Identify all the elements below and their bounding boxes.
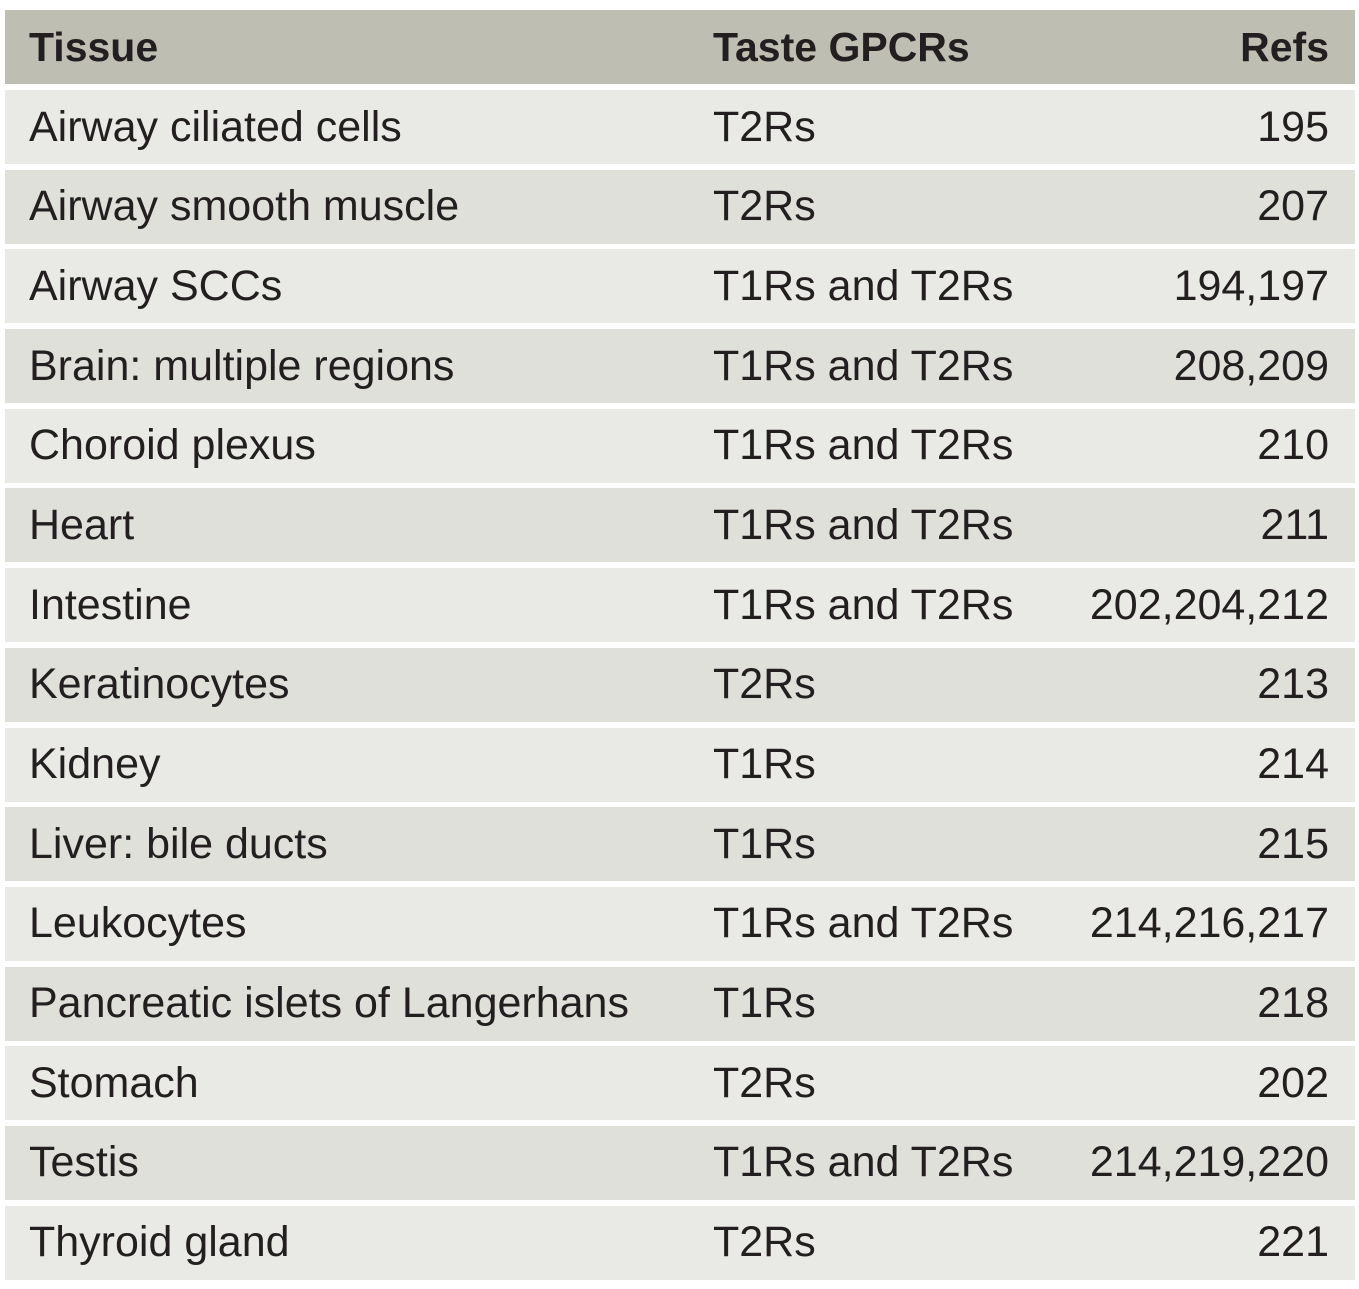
table-row: Leukocytes T1Rs and T2Rs 214,216,217 <box>5 886 1355 961</box>
taste-gpcrs-cell: T2Rs <box>713 1058 816 1107</box>
taste-gpcrs-cell: T2Rs <box>713 660 816 709</box>
data-table: Tissue Taste GPCRs Refs Airway ciliated … <box>5 10 1355 1285</box>
header-tissue: Tissue <box>29 23 159 70</box>
header-refs: Refs <box>1240 23 1329 70</box>
refs-cell: 210 <box>1257 421 1329 470</box>
tissue-cell: Brain: multiple regions <box>29 341 455 390</box>
tissue-cell: Airway smooth muscle <box>29 182 460 231</box>
table-row: Thyroid gland T2Rs 221 <box>5 1205 1355 1280</box>
table-header: Tissue Taste GPCRs Refs <box>5 10 1355 84</box>
taste-gpcrs-cell: T2Rs <box>713 102 816 151</box>
table-body: Airway ciliated cells T2Rs 195 Airway smoot… <box>5 90 1355 1280</box>
taste-gpcrs-cell: T1Rs and T2Rs <box>713 580 1014 629</box>
refs-cell: 213 <box>1257 660 1329 709</box>
tissue-cell: Airway SCCs <box>29 261 283 310</box>
table-row: Choroid plexus T1Rs and T2Rs 210 <box>5 408 1355 483</box>
table-row: Testis T1Rs and T2Rs 214,219,220 <box>5 1125 1355 1200</box>
refs-cell: 202,204,212 <box>1089 580 1329 629</box>
table-row: Pancreatic islets of Langerhans T1Rs 218 <box>5 966 1355 1041</box>
taste-gpcrs-cell: T1Rs and T2Rs <box>713 341 1014 390</box>
taste-gpcrs-cell: T1Rs and T2Rs <box>713 500 1014 549</box>
tissue-cell: Kidney <box>29 740 161 788</box>
taste-gpcrs-cell: T1Rs and T2Rs <box>713 261 1014 310</box>
refs-cell: 215 <box>1257 819 1329 868</box>
tissue-cell: Heart <box>29 500 135 549</box>
tissue-cell: Thyroid gland <box>29 1218 290 1267</box>
taste-gpcrs-cell: T1Rs <box>713 979 816 1028</box>
tissue-cell: Stomach <box>29 1058 199 1107</box>
taste-gpcrs-cell: T1Rs <box>713 740 816 788</box>
refs-cell: 214,216,217 <box>1089 899 1329 948</box>
tissue-cell: Testis <box>29 1138 139 1187</box>
tissue-cell: Intestine <box>29 580 192 629</box>
taste-gpcrs-cell: T1Rs and T2Rs <box>713 1138 1014 1187</box>
table-row: Intestine T1Rs and T2Rs 202,204,212 <box>5 568 1355 643</box>
refs-cell: 202 <box>1257 1058 1329 1107</box>
tissue-cell: Liver: bile ducts <box>29 819 328 868</box>
refs-cell: 195 <box>1257 102 1329 151</box>
refs-cell: 221 <box>1257 1218 1329 1267</box>
refs-cell: 194,197 <box>1173 261 1329 310</box>
refs-cell: 214,219,220 <box>1089 1138 1329 1187</box>
tissue-cell: Pancreatic islets of Langerhans <box>29 979 629 1028</box>
refs-cell: 207 <box>1257 182 1329 231</box>
refs-cell: 208,209 <box>1173 341 1329 390</box>
header-taste-gpcrs: Taste GPCRs <box>713 23 970 70</box>
refs-cell: 214 <box>1257 740 1329 788</box>
table-row: Kidney T1Rs 214 <box>5 727 1355 802</box>
table-row: Liver: bile ducts T1Rs 215 <box>5 807 1355 882</box>
tissue-cell: Airway ciliated cells <box>29 102 402 151</box>
table-row: Heart T1Rs and T2Rs 211 <box>5 488 1355 563</box>
taste-gpcrs-cell: T1Rs and T2Rs <box>713 421 1014 470</box>
table-row: Keratinocytes T2Rs 213 <box>5 647 1355 722</box>
table-row: Airway SCCs T1Rs and T2Rs 194,197 <box>5 249 1355 324</box>
taste-gpcrs-cell: T2Rs <box>713 182 816 231</box>
refs-cell: 218 <box>1257 979 1329 1028</box>
tissue-cell: Leukocytes <box>29 899 247 948</box>
table-row: Airway smooth muscle T2Rs 207 <box>5 169 1355 244</box>
taste-gpcrs-cell: T1Rs <box>713 819 816 868</box>
refs-cell: 211 <box>1260 500 1329 549</box>
table-row: Airway ciliated cells T2Rs 195 <box>5 90 1355 164</box>
taste-gpcrs-cell: T2Rs <box>713 1218 816 1267</box>
tissue-cell: Choroid plexus <box>29 421 316 470</box>
table-row: Brain: multiple regions T1Rs and T2Rs 208,… <box>5 329 1355 404</box>
taste-gpcrs-cell: T1Rs and T2Rs <box>713 899 1014 948</box>
tissue-cell: Keratinocytes <box>29 660 290 709</box>
table-row: Stomach T2Rs 202 <box>5 1046 1355 1121</box>
